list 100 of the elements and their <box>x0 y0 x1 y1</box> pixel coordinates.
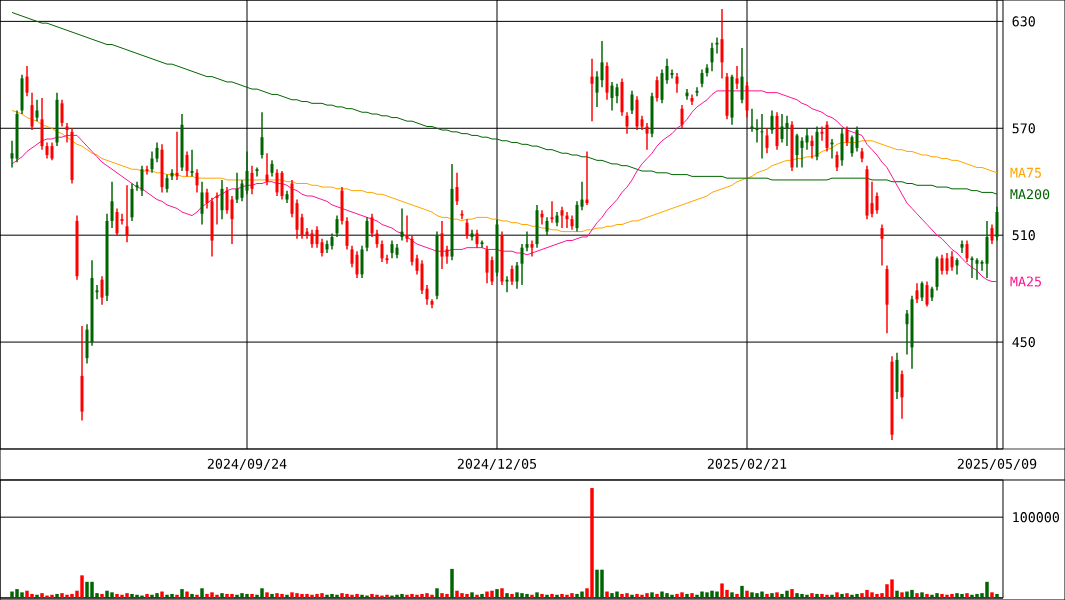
candlestick <box>215 191 219 226</box>
bar <box>835 592 839 598</box>
bar <box>450 568 454 598</box>
candlestick <box>260 111 264 160</box>
candlestick <box>150 150 154 174</box>
candlestick <box>990 223 994 245</box>
candlestick <box>115 207 119 236</box>
candlestick <box>735 65 739 90</box>
candlestick <box>850 134 854 158</box>
candlestick <box>975 257 979 281</box>
candlestick <box>100 275 104 306</box>
bar <box>250 593 254 598</box>
y-tick-label: 510 <box>1012 230 1035 241</box>
bar <box>160 591 164 598</box>
candlestick <box>720 8 724 80</box>
bar <box>555 594 559 598</box>
candlestick <box>205 188 209 210</box>
bar <box>770 593 774 598</box>
candlestick <box>955 257 959 276</box>
candlestick <box>405 214 409 244</box>
bar <box>220 593 224 598</box>
candlestick <box>505 275 509 293</box>
series-label: MA25 <box>1010 276 1041 287</box>
candlestick <box>825 120 829 153</box>
candlestick <box>575 200 579 233</box>
candlestick <box>265 152 269 187</box>
candlestick <box>795 132 799 169</box>
x-tick-label: 2025/02/21 <box>707 458 787 470</box>
bar <box>435 588 439 598</box>
bar <box>790 589 794 598</box>
candlestick <box>135 180 139 192</box>
candlestick <box>415 254 419 276</box>
bar <box>900 592 904 598</box>
y-tick-label: 630 <box>1012 16 1035 27</box>
bar <box>690 593 694 598</box>
bar <box>550 593 554 598</box>
bar <box>190 593 194 598</box>
candlestick <box>30 91 34 131</box>
candlestick <box>350 245 354 268</box>
y-tick-label: 450 <box>1012 337 1035 348</box>
y-tick-label: 570 <box>1012 123 1035 134</box>
bar <box>545 594 549 598</box>
candlestick <box>625 111 629 135</box>
bar <box>810 593 814 598</box>
bar <box>540 593 544 598</box>
candlestick <box>740 47 744 105</box>
candlestick <box>645 122 649 151</box>
candlestick <box>200 180 204 226</box>
bar <box>815 593 819 598</box>
bar <box>965 593 969 598</box>
candlestick <box>755 118 759 144</box>
bar <box>995 593 999 598</box>
candlestick <box>240 179 244 203</box>
bar <box>685 593 689 598</box>
bar <box>500 588 504 598</box>
candlestick <box>195 168 199 194</box>
candlestick <box>385 254 389 265</box>
candlestick <box>235 172 239 204</box>
series-label: MA200 <box>1010 189 1050 200</box>
candlestick <box>465 218 469 240</box>
candlestick <box>835 150 839 172</box>
candlestick <box>410 234 414 267</box>
candlestick <box>670 68 674 80</box>
bar <box>510 593 514 598</box>
candlestick <box>460 209 464 220</box>
candlestick <box>220 179 224 220</box>
candlestick <box>900 369 904 420</box>
bar <box>35 594 39 598</box>
candlestick <box>485 245 489 285</box>
candlestick <box>980 259 984 272</box>
candlestick <box>600 40 604 89</box>
candlestick <box>595 70 599 108</box>
bar <box>475 594 479 598</box>
bar <box>845 593 849 598</box>
candlestick <box>950 250 954 272</box>
candlestick <box>185 150 189 178</box>
candlestick <box>515 261 519 290</box>
candlestick <box>255 166 259 178</box>
candlestick <box>520 243 524 286</box>
candlestick <box>155 141 159 163</box>
bar <box>55 593 59 598</box>
candlestick <box>590 58 594 122</box>
candlestick <box>95 284 99 301</box>
candlestick <box>630 90 634 115</box>
bar <box>840 593 844 598</box>
bar <box>495 589 499 598</box>
candlestick <box>550 200 554 224</box>
candlestick <box>225 186 229 215</box>
bar <box>265 592 269 598</box>
candlestick <box>510 264 514 286</box>
candlestick <box>425 284 429 306</box>
bar <box>285 594 289 598</box>
candlestick <box>480 239 484 249</box>
bar <box>650 592 654 598</box>
candlestick <box>940 254 944 276</box>
bar <box>915 593 919 598</box>
candlestick <box>380 239 384 263</box>
candlestick <box>490 255 494 286</box>
y-tick-label: 100000 <box>1013 512 1060 523</box>
candlestick <box>35 99 39 122</box>
